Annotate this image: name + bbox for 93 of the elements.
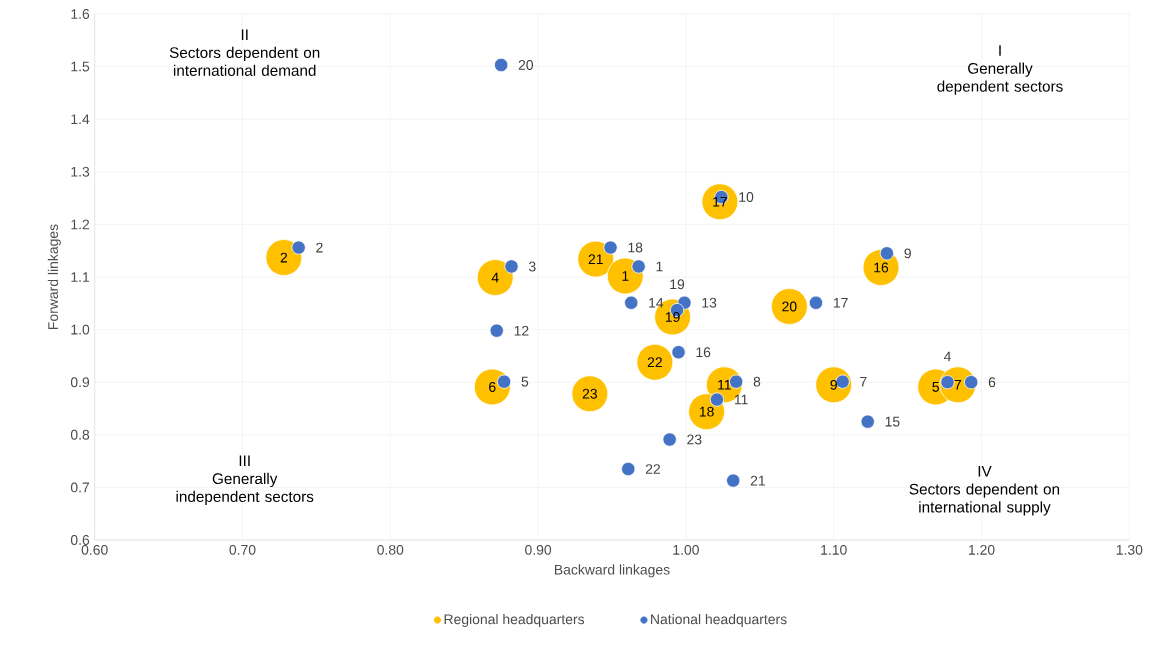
annotation: 5: [932, 382, 939, 392]
x-tick-label: 1.30: [1116, 544, 1143, 555]
annotation: 18: [699, 406, 714, 417]
annotation: 19: [670, 279, 685, 290]
x-tick-label: 0.80: [377, 544, 404, 555]
annotation: II: [241, 29, 248, 40]
annotation: III: [239, 455, 250, 466]
point: [940, 375, 955, 390]
annotation: 22: [645, 464, 660, 474]
y-tick-label: 1.2: [71, 219, 90, 230]
y-tick-label: 0.6: [70, 535, 90, 545]
y-tick-label: 1.4: [71, 114, 90, 124]
point: [621, 461, 636, 477]
annotation: IV: [978, 466, 992, 477]
point: [291, 240, 306, 255]
point: [265, 239, 303, 276]
annotation: I: [999, 45, 1001, 56]
point: [476, 259, 514, 296]
y-tick-label: 0.7: [70, 482, 90, 493]
annotation: 12: [514, 325, 529, 336]
x-tick-label: 1.20: [969, 544, 995, 555]
x-tick-label: 0.70: [229, 544, 256, 555]
annotation: 18: [628, 242, 643, 253]
point: [860, 414, 875, 429]
annotation: 4: [491, 272, 499, 283]
y-tick-label: 1.3: [71, 166, 90, 177]
y-tick-label: 1.6: [71, 9, 90, 19]
annotation: 17: [833, 297, 848, 308]
annotation: 20: [782, 301, 797, 312]
point: [671, 345, 686, 360]
y-axis-title: Forward linkages: [47, 224, 61, 329]
legend-label: National headquarters: [651, 613, 787, 627]
annotation: 17: [713, 196, 727, 207]
legend-label: Regional headquarters: [444, 613, 585, 627]
point: [808, 295, 824, 310]
y-tick-label: 0.9: [70, 377, 90, 388]
annotation: 13: [702, 297, 717, 308]
point: [726, 473, 741, 488]
annotation: 1: [656, 261, 663, 272]
annotation: 2: [280, 252, 288, 263]
point: [631, 259, 646, 274]
annotation: 20: [518, 60, 534, 70]
annotation: 15: [885, 416, 900, 427]
point: [504, 259, 519, 274]
annotation: 21: [750, 475, 765, 486]
annotation: 4: [943, 351, 951, 362]
y-tick-label: 1.1: [71, 272, 90, 282]
annotation: 23: [687, 434, 702, 445]
point: [662, 432, 677, 447]
annotation: 10: [739, 192, 754, 202]
annotation: 22: [647, 357, 662, 368]
point: [879, 246, 894, 261]
x-axis-title: Backward linkages: [555, 564, 670, 578]
annotation: 7: [860, 376, 867, 387]
annotation: 19: [665, 312, 680, 322]
point: [729, 374, 744, 389]
annotation: Sectors dependent on international demand: [169, 46, 320, 76]
annotation: 9: [904, 248, 911, 259]
annotation: 6: [489, 382, 496, 392]
point: [835, 374, 850, 389]
x-tick-label: 1.00: [673, 544, 699, 555]
annotation: 7: [954, 380, 962, 390]
annotation: 3: [528, 261, 536, 272]
annotation: 8: [753, 376, 761, 387]
annotation: 1: [622, 271, 629, 281]
x-tick-label: 0.60: [81, 544, 108, 555]
point: [964, 375, 979, 390]
point: [624, 295, 639, 310]
annotation: 2: [316, 242, 323, 253]
annotation: 14: [649, 297, 664, 308]
annotation: 16: [874, 262, 889, 273]
annotation: 16: [696, 347, 711, 358]
annotation: 23: [582, 388, 597, 399]
point: [494, 57, 509, 73]
annotation: 9: [830, 379, 837, 390]
y-tick-label: 0.8: [70, 429, 90, 440]
y-tick-label: 1.5: [71, 61, 90, 72]
annotation: Generally independent sectors: [176, 472, 314, 506]
annotation: 21: [588, 254, 603, 264]
annotation: 11: [734, 394, 748, 405]
point: [497, 374, 512, 389]
point: [603, 240, 618, 255]
x-tick-label: 1.10: [821, 544, 847, 555]
annotation: 6: [988, 377, 996, 388]
point: [606, 257, 644, 295]
point: [489, 323, 504, 338]
y-tick-label: 1.0: [71, 324, 90, 335]
point: [709, 392, 725, 407]
x-tick-label: 0.90: [525, 544, 552, 555]
annotation: Sectors dependent on international supply: [909, 483, 1060, 516]
annotation: Generally dependent sectors: [937, 62, 1063, 95]
annotation: 5: [521, 376, 529, 387]
annotation: 11: [718, 380, 731, 390]
